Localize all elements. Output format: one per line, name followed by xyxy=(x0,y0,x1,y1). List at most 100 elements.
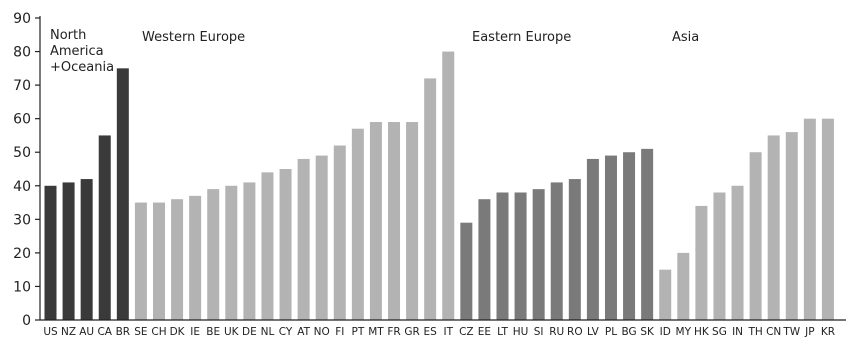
region-label: Eastern Europe xyxy=(472,30,571,45)
bar-id xyxy=(659,269,672,320)
x-tick-label-uk: UK xyxy=(224,326,240,338)
y-tick-label: 40 xyxy=(13,179,31,195)
bar-nz xyxy=(62,182,75,320)
bar-th xyxy=(749,152,762,320)
bar-it xyxy=(442,51,455,321)
x-tick-label-nz: NZ xyxy=(61,326,76,338)
x-tick-label-be: BE xyxy=(206,326,220,338)
bar-cz xyxy=(460,222,473,320)
y-tick-label: 70 xyxy=(13,78,31,94)
y-tick-label: 80 xyxy=(13,45,31,61)
x-tick-label-my: MY xyxy=(676,326,692,338)
x-tick-label-fi: FI xyxy=(335,326,344,338)
x-tick-label-tw: TW xyxy=(782,326,800,338)
bar-ro xyxy=(568,179,581,320)
x-tick-label-sk: SK xyxy=(640,326,655,338)
bar-cn xyxy=(767,135,780,320)
bar-hu xyxy=(514,192,527,320)
x-tick-label-si: SI xyxy=(534,326,544,338)
bar-si xyxy=(532,189,545,320)
bar-at xyxy=(297,158,310,320)
bar-sg xyxy=(713,192,726,320)
x-tick-label-ro: RO xyxy=(567,326,583,338)
x-tick-label-gr: GR xyxy=(404,326,419,338)
x-tick-label-it: IT xyxy=(444,326,454,338)
bar-br xyxy=(116,68,129,320)
bars xyxy=(44,51,834,321)
x-tick-label-cn: CN xyxy=(766,326,781,338)
x-tick-label-bg: BG xyxy=(621,326,636,338)
x-tick-label-mt: MT xyxy=(368,326,384,338)
bar-hk xyxy=(695,205,708,320)
bar-fi xyxy=(333,145,346,320)
region-labels: North America +Oceania Western Europe Easter… xyxy=(50,28,699,75)
x-tick-label-id: ID xyxy=(660,326,671,338)
bar-pt xyxy=(351,128,364,320)
x-tick-label-sg: SG xyxy=(712,326,727,338)
bar-ch xyxy=(152,202,165,320)
x-tick-label-kr: KR xyxy=(821,326,835,338)
x-tick-label-hk: HK xyxy=(694,326,710,338)
region-label-line: Asia xyxy=(672,30,699,45)
x-tick-label-jp: JP xyxy=(804,326,814,338)
x-tick-label-ca: CA xyxy=(97,326,112,338)
y-tick-label: 60 xyxy=(13,112,31,128)
x-tick-label-fr: FR xyxy=(387,326,400,338)
x-tick-label-lv: LV xyxy=(587,326,600,338)
x-tick-label-ee: EE xyxy=(478,326,491,338)
x-tick-label-de: DE xyxy=(242,326,257,338)
region-label: North America +Oceania xyxy=(50,28,114,75)
region-label-line: North xyxy=(50,28,86,43)
x-tick-label-in: IN xyxy=(732,326,743,338)
bar-lv xyxy=(586,158,599,320)
bar-ru xyxy=(550,182,563,320)
x-tick-label-no: NO xyxy=(314,326,330,338)
y-tick-label: 20 xyxy=(13,246,31,262)
x-tick-label-pt: PT xyxy=(351,326,364,338)
region-label-line: Western Europe xyxy=(142,30,245,45)
bar-uk xyxy=(225,185,238,320)
y-tick-label: 30 xyxy=(13,212,31,228)
x-tick-label-cy: CY xyxy=(279,326,293,338)
bar-be xyxy=(207,189,220,320)
x-tick-label-us: US xyxy=(43,326,58,338)
bar-my xyxy=(677,252,690,320)
bar-ee xyxy=(478,199,491,320)
bar-bg xyxy=(623,152,636,320)
region-label-line: +Oceania xyxy=(50,60,114,75)
bar-nl xyxy=(261,172,274,320)
region-label-line: America xyxy=(50,44,104,59)
bar-dk xyxy=(171,199,184,320)
x-tick-label-pl: PL xyxy=(605,326,617,338)
bar-ca xyxy=(98,135,111,320)
bar-no xyxy=(315,155,328,320)
bar-tw xyxy=(785,132,798,320)
x-tick-label-ru: RU xyxy=(549,326,564,338)
bar-gr xyxy=(406,122,419,321)
x-tick-label-nl: NL xyxy=(261,326,275,338)
y-tick-label: 90 xyxy=(13,11,31,27)
bar-de xyxy=(243,182,256,320)
x-tick-label-at: AT xyxy=(297,326,310,338)
y-tick-label: 50 xyxy=(13,145,31,161)
x-tick-label-ie: IE xyxy=(190,326,200,338)
bar-us xyxy=(44,185,57,320)
bar-se xyxy=(134,202,147,320)
x-axis-labels: US NZ AU CA BR SE CH DK IE BE UK DE NL CY AT NO FI PT MT FR… xyxy=(43,326,835,338)
x-tick-label-au: AU xyxy=(79,326,94,338)
x-tick-label-es: ES xyxy=(424,326,438,338)
bar-au xyxy=(80,179,93,320)
y-tick-label: 10 xyxy=(13,279,31,295)
bar-fr xyxy=(388,122,401,321)
bar-kr xyxy=(821,118,834,321)
region-label-line: Eastern Europe xyxy=(472,30,571,45)
bar-es xyxy=(424,78,437,321)
x-tick-label-ch: CH xyxy=(151,326,166,338)
bar-ie xyxy=(189,195,202,320)
bar-jp xyxy=(803,118,816,321)
bar-pl xyxy=(604,155,617,320)
y-axis: 0 10 20 30 40 50 60 70 80 90 xyxy=(13,11,41,329)
bar-mt xyxy=(369,122,382,321)
region-label: Asia xyxy=(672,30,699,45)
